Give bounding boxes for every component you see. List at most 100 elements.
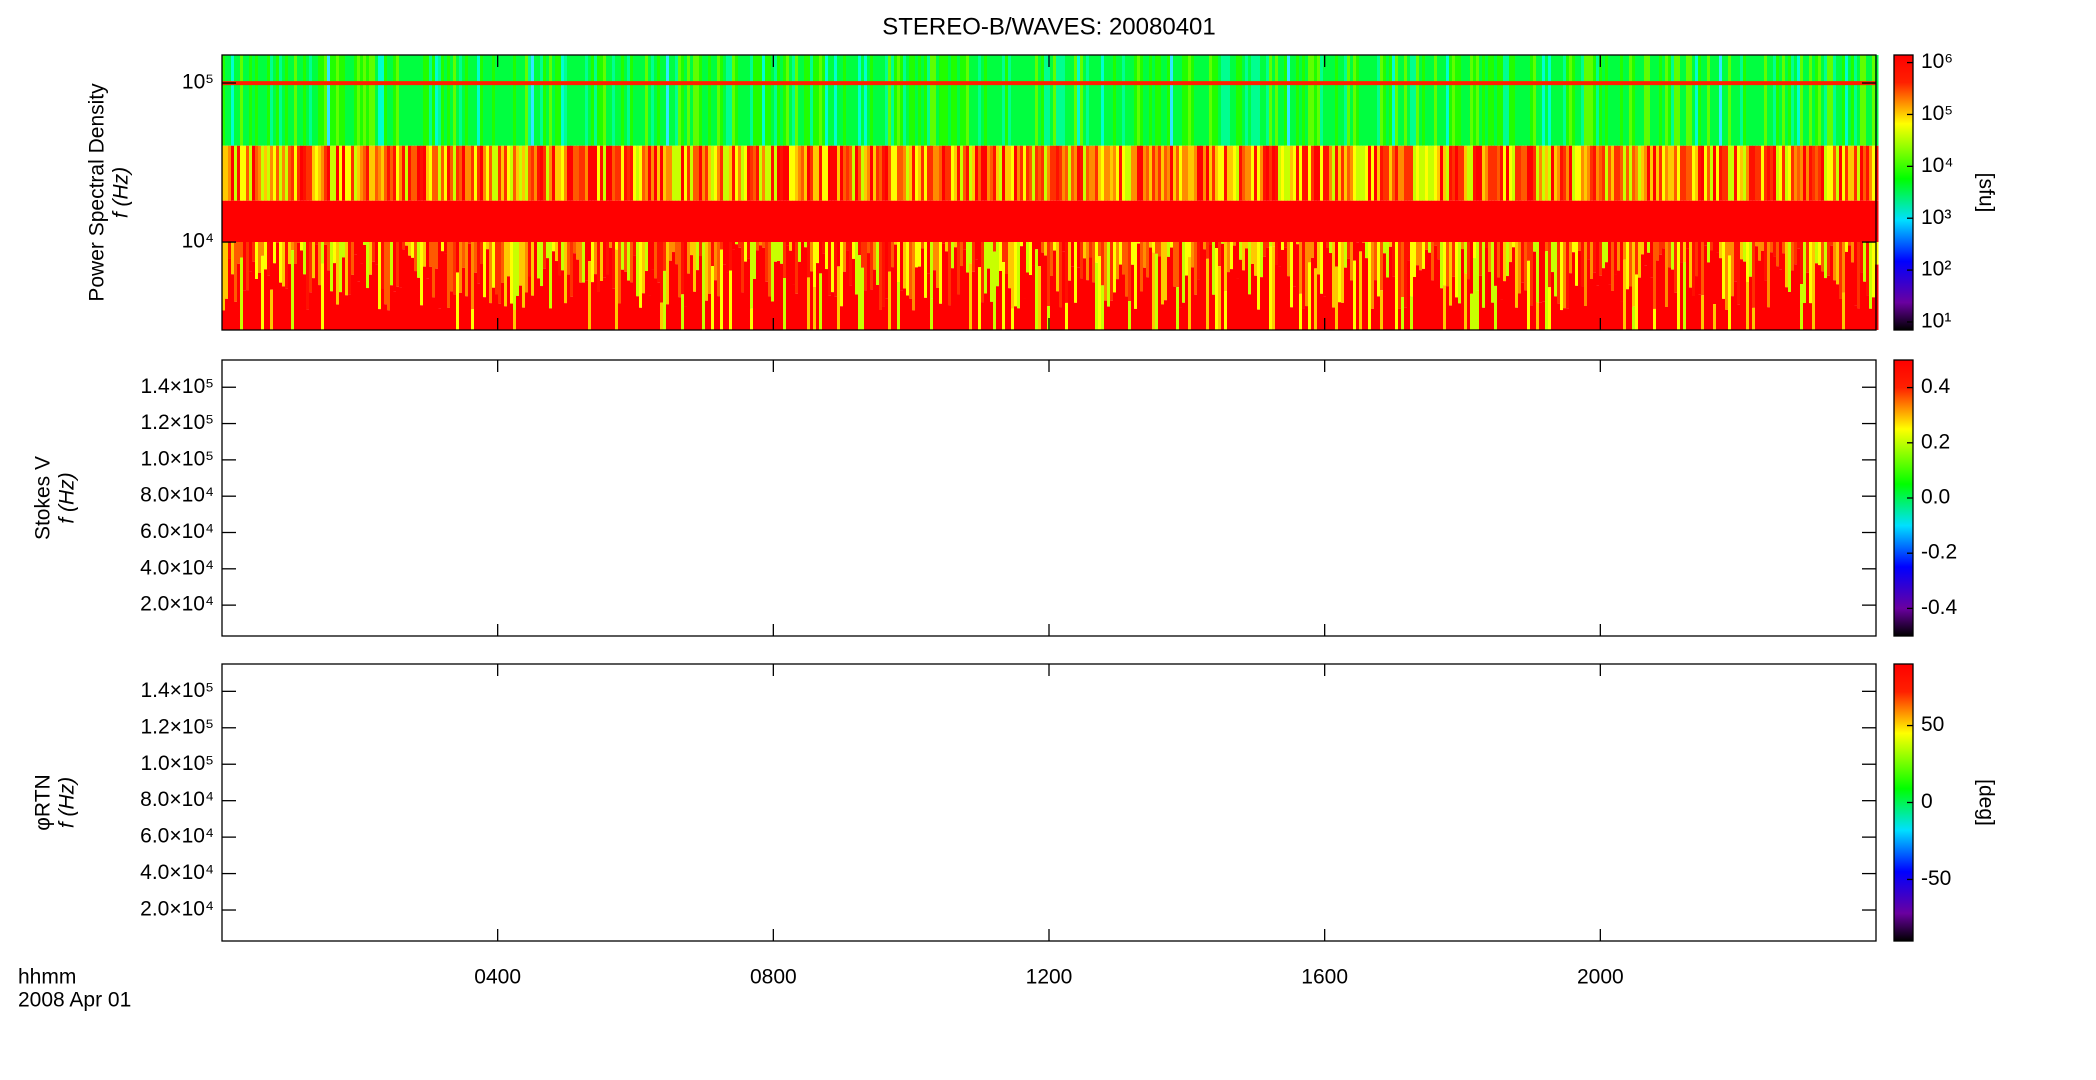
spectrogram-cell — [1590, 55, 1594, 146]
spectrogram-cell — [708, 293, 712, 330]
spectrogram-cell — [1818, 265, 1822, 330]
spectrogram-cell — [1662, 200, 1666, 242]
spectrogram-cell — [1665, 242, 1669, 307]
spectrogram-cell — [1452, 276, 1456, 330]
spectrogram-cell — [516, 295, 520, 330]
spectrogram-cell — [525, 292, 529, 330]
spectrogram-cell — [417, 145, 421, 201]
spectrogram-cell — [1233, 245, 1237, 330]
spectrogram-cell — [1416, 145, 1420, 201]
spectrogram-cell — [1011, 242, 1015, 309]
spectrogram-cell — [588, 261, 592, 330]
spectrogram-cell — [1437, 200, 1441, 242]
spectrogram-cell — [1092, 145, 1096, 201]
spectrogram-cell — [1470, 293, 1474, 330]
spectrogram-cell — [1578, 250, 1582, 330]
spectrogram-cell — [1761, 145, 1765, 201]
spectrogram-cell — [1683, 242, 1687, 263]
spectrogram-cell — [1518, 55, 1522, 146]
spectrogram-cell — [975, 55, 979, 146]
spectrogram-cell — [1296, 145, 1300, 201]
spectrogram-cell — [1497, 55, 1501, 146]
spectrogram-cell — [1125, 200, 1129, 242]
spectrogram-cell — [1455, 55, 1459, 146]
spectrogram-cell — [1716, 145, 1720, 201]
spectrogram-cell — [870, 242, 874, 290]
spectrogram-cell — [1050, 145, 1054, 201]
spectrogram-cell — [981, 302, 985, 330]
spectrogram-cell — [582, 242, 586, 283]
spectrogram-cell — [1734, 242, 1738, 282]
spectrogram-cell — [1854, 200, 1858, 242]
colorbar-tick-label: 0.2 — [1921, 430, 1950, 453]
spectrogram-cell — [918, 242, 922, 267]
spectrogram-cell — [963, 249, 967, 330]
spectrogram-cell — [1836, 200, 1840, 242]
spectrogram-cell — [624, 242, 628, 272]
spectrogram-cell — [933, 55, 937, 146]
spectrogram-cell — [966, 55, 970, 146]
y-axis-label: f (Hz) — [110, 167, 133, 218]
spectrogram-cell — [1032, 55, 1036, 146]
spectrogram-cell — [1062, 242, 1066, 252]
spectrogram-cell — [672, 242, 676, 253]
spectrogram-cell — [1596, 200, 1600, 242]
spectrogram-cell — [594, 200, 598, 242]
spectrogram-cell — [741, 292, 745, 330]
spectrogram-cell — [1278, 200, 1282, 242]
spectrogram-cell — [1545, 55, 1549, 146]
spectrogram-cell — [1542, 242, 1546, 302]
spectrogram-cell — [1080, 145, 1084, 201]
spectrogram-cell — [1494, 242, 1498, 286]
spectrogram-cell — [945, 145, 949, 201]
spectrogram-cell — [723, 145, 727, 201]
spectrogram-cell — [786, 200, 790, 242]
spectrogram-cell — [1422, 145, 1426, 201]
spectrogram-cell — [1191, 242, 1195, 268]
spectrogram-cell — [861, 267, 865, 330]
spectrogram-cell — [735, 242, 739, 245]
spectrogram-cell — [1569, 273, 1573, 330]
spectrogram-cell — [1053, 250, 1057, 330]
spectrogram-cell — [1242, 242, 1246, 271]
spectrogram-cell — [699, 256, 703, 330]
spectrogram-cell — [1491, 302, 1495, 330]
spectrogram-cell — [831, 200, 835, 242]
spectrogram-cell — [555, 55, 559, 146]
spectrogram-cell — [231, 145, 235, 201]
spectrogram-cell — [474, 272, 478, 330]
spectrogram-cell — [1641, 242, 1645, 255]
spectrogram-cell — [681, 145, 685, 201]
spectrogram-cell — [1362, 145, 1366, 201]
spectrogram-cell — [327, 145, 331, 201]
spectrogram-cell — [594, 145, 598, 201]
spectrogram-cell — [573, 200, 577, 242]
spectrogram-cell — [1293, 145, 1297, 201]
spectrogram-cell — [264, 145, 268, 201]
spectrogram-cell — [441, 242, 445, 252]
spectrogram-cell — [933, 200, 937, 242]
spectrogram-cell — [1164, 145, 1168, 201]
spectrogram-cell — [867, 242, 871, 254]
spectrogram-cell — [1278, 145, 1282, 201]
spectrogram-cell — [1572, 145, 1576, 201]
spectrogram-cell — [1788, 145, 1792, 201]
spectrogram-cell — [1203, 249, 1207, 330]
spectrogram-cell — [222, 310, 226, 330]
spectrogram-cell — [1344, 55, 1348, 146]
spectrogram-cell — [522, 200, 526, 242]
spectrogram-cell — [1614, 200, 1618, 242]
spectrogram-cell — [552, 145, 556, 201]
spectrogram-cell — [333, 55, 337, 146]
spectrogram-cell — [1377, 296, 1381, 330]
spectrogram-cell — [1350, 145, 1354, 201]
spectrogram-cell — [1215, 248, 1219, 330]
spectrogram-cell — [576, 200, 580, 242]
spectrogram-cell — [330, 291, 334, 330]
spectrogram-cell — [1065, 242, 1069, 303]
spectrogram-cell — [1374, 280, 1378, 330]
spectrogram-cell — [852, 55, 856, 146]
spectrogram-cell — [1125, 145, 1129, 201]
spectrogram-cell — [1746, 281, 1750, 330]
spectrogram-cell — [567, 274, 571, 330]
